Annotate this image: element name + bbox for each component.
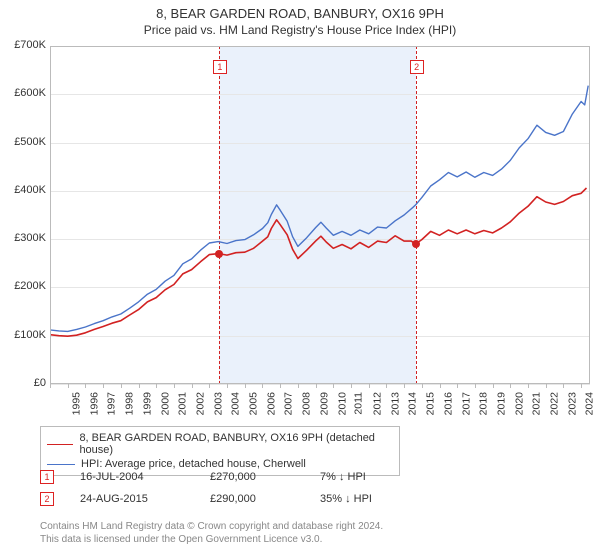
transaction-marker: 2 (40, 492, 54, 506)
footer-attribution: Contains HM Land Registry data © Crown c… (40, 520, 383, 546)
transaction-price: £290,000 (210, 493, 256, 505)
x-axis-label: 2016 (442, 392, 454, 415)
transaction-delta: 7% ↓ HPI (320, 471, 366, 483)
x-tick (528, 384, 529, 388)
y-axis-label: £0 (2, 377, 46, 389)
legend-label: HPI: Average price, detached house, Cher… (81, 458, 306, 470)
x-axis-label: 2010 (336, 392, 348, 415)
x-tick (156, 384, 157, 388)
y-axis-label: £500K (2, 136, 46, 148)
x-tick (457, 384, 458, 388)
transaction-date: 24-AUG-2015 (80, 493, 148, 505)
x-axis-label: 2022 (548, 392, 560, 415)
x-axis-label: 2006 (265, 392, 277, 415)
x-axis-label: 2019 (495, 392, 507, 415)
x-tick (475, 384, 476, 388)
footer-line-2: This data is licensed under the Open Gov… (40, 534, 322, 545)
x-tick (262, 384, 263, 388)
x-tick (121, 384, 122, 388)
x-axis-label: 1999 (141, 392, 153, 415)
y-axis-label: £700K (2, 39, 46, 51)
legend-swatch (47, 444, 73, 445)
chart-subtitle: Price paid vs. HM Land Registry's House … (0, 21, 600, 41)
x-tick (422, 384, 423, 388)
x-tick (440, 384, 441, 388)
y-axis-label: £400K (2, 184, 46, 196)
x-tick (298, 384, 299, 388)
x-tick (386, 384, 387, 388)
x-tick (85, 384, 86, 388)
x-tick (209, 384, 210, 388)
x-tick (174, 384, 175, 388)
transaction-delta: 35% ↓ HPI (320, 493, 372, 505)
x-axis-label: 1998 (123, 392, 135, 415)
x-tick (103, 384, 104, 388)
x-axis-label: 2008 (301, 392, 313, 415)
x-tick (68, 384, 69, 388)
x-axis-label: 1996 (88, 392, 100, 415)
x-axis-label: 2023 (566, 392, 578, 415)
x-axis-label: 2000 (159, 392, 171, 415)
x-axis-label: 2015 (424, 392, 436, 415)
legend: 8, BEAR GARDEN ROAD, BANBURY, OX16 9PH (… (40, 426, 400, 476)
x-tick (351, 384, 352, 388)
x-axis-label: 2002 (194, 392, 206, 415)
x-axis-label: 2017 (460, 392, 472, 415)
x-axis-label: 2018 (478, 392, 490, 415)
x-axis-label: 2020 (513, 392, 525, 415)
transaction-row: 1 16-JUL-2004 £270,000 7% ↓ HPI (40, 470, 560, 484)
transaction-price: £270,000 (210, 471, 256, 483)
event-marker-2: 2 (410, 60, 424, 74)
x-axis-label: 1995 (70, 392, 82, 415)
x-tick (546, 384, 547, 388)
y-axis-label: £600K (2, 87, 46, 99)
x-axis-label: 2001 (177, 392, 189, 415)
y-gridline (50, 384, 590, 385)
y-axis-label: £200K (2, 280, 46, 292)
x-tick (316, 384, 317, 388)
x-axis-label: 2013 (389, 392, 401, 415)
legend-swatch (47, 464, 75, 465)
x-tick (369, 384, 370, 388)
x-tick (581, 384, 582, 388)
y-axis-label: £100K (2, 329, 46, 341)
x-axis-label: 2012 (371, 392, 383, 415)
transaction-row: 2 24-AUG-2015 £290,000 35% ↓ HPI (40, 492, 560, 506)
x-tick (245, 384, 246, 388)
x-tick (227, 384, 228, 388)
sale-marker (215, 250, 223, 258)
x-tick (563, 384, 564, 388)
legend-label: 8, BEAR GARDEN ROAD, BANBURY, OX16 9PH (… (79, 432, 393, 456)
x-axis-label: 2014 (407, 392, 419, 415)
event-marker-1: 1 (213, 60, 227, 74)
x-tick (280, 384, 281, 388)
x-axis-label: 2024 (584, 392, 596, 415)
sale-marker (412, 240, 420, 248)
x-axis-label: 2007 (283, 392, 295, 415)
x-tick (139, 384, 140, 388)
y-axis-label: £300K (2, 232, 46, 244)
chart-title: 8, BEAR GARDEN ROAD, BANBURY, OX16 9PH (0, 0, 600, 21)
x-tick (192, 384, 193, 388)
plot-border (50, 46, 590, 384)
x-axis-label: 2005 (247, 392, 259, 415)
transaction-marker: 1 (40, 470, 54, 484)
x-tick (333, 384, 334, 388)
x-axis-label: 2009 (318, 392, 330, 415)
x-axis-label: 2021 (531, 392, 543, 415)
x-axis-label: 1997 (106, 392, 118, 415)
legend-row: HPI: Average price, detached house, Cher… (47, 457, 393, 471)
chart: £0£100K£200K£300K£400K£500K£600K£700K199… (50, 46, 590, 384)
footer-line-1: Contains HM Land Registry data © Crown c… (40, 521, 383, 532)
transaction-date: 16-JUL-2004 (80, 471, 144, 483)
legend-row: 8, BEAR GARDEN ROAD, BANBURY, OX16 9PH (… (47, 431, 393, 457)
x-tick (510, 384, 511, 388)
x-tick (404, 384, 405, 388)
x-axis-label: 2003 (212, 392, 224, 415)
x-axis-label: 2011 (353, 392, 365, 415)
x-tick (493, 384, 494, 388)
x-tick (50, 384, 51, 388)
x-axis-label: 2004 (230, 392, 242, 415)
